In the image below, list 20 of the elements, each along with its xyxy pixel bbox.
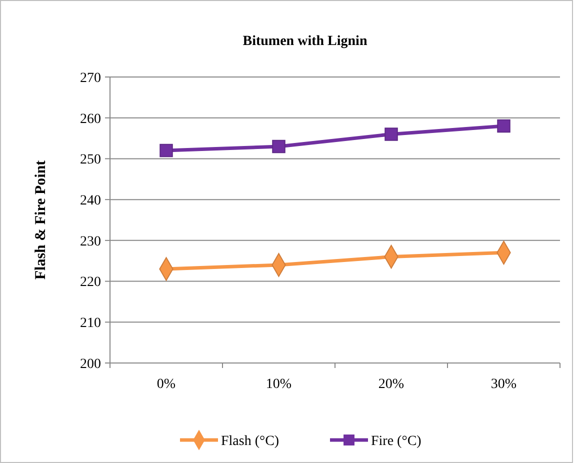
x-tick-label: 0% — [156, 377, 176, 392]
x-tick-label: 20% — [378, 377, 404, 392]
point — [160, 144, 173, 158]
y-tick-label: 240 — [80, 193, 101, 208]
legend-label: Flash (°C) — [221, 434, 280, 449]
y-tick-label: 260 — [80, 112, 101, 127]
y-tick-label: 270 — [80, 70, 101, 86]
y-axis-title: Flash & Fire Point — [33, 160, 49, 280]
x-tick-label: 10% — [266, 377, 292, 392]
chart-title: Bitumen with Lignin — [242, 34, 368, 49]
legend-label: Fire (°C) — [371, 434, 422, 449]
y-tick-label: 230 — [80, 234, 101, 250]
point — [272, 140, 286, 154]
y-tick-label: 250 — [80, 152, 101, 168]
point — [384, 128, 398, 141]
point — [497, 119, 510, 133]
y-tick-label: 200 — [80, 356, 101, 372]
y-tick-label: 220 — [80, 275, 101, 290]
y-tick-label: 210 — [80, 316, 101, 332]
x-tick-label: 30% — [490, 377, 517, 392]
